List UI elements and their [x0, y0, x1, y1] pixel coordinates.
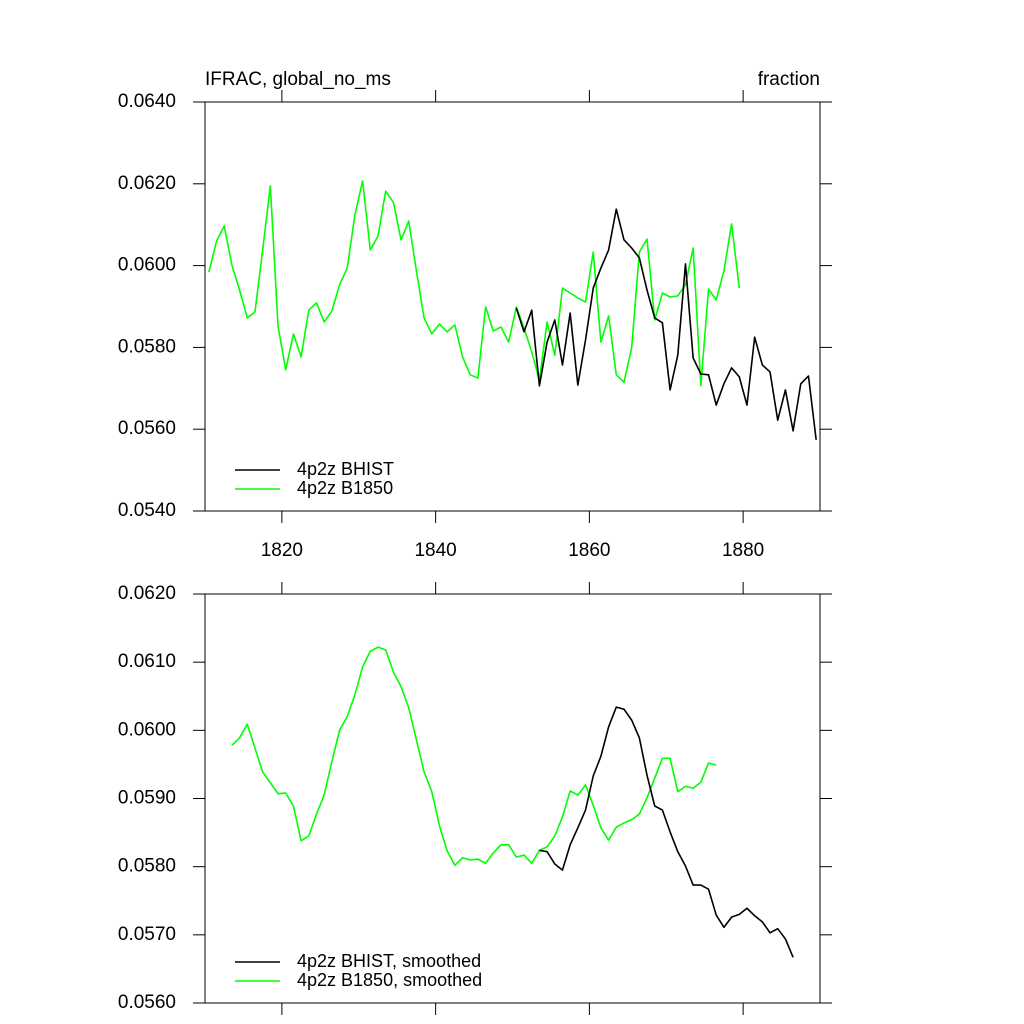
y-tick-label: 0.0610: [118, 651, 176, 672]
y-tick-label: 0.0600: [118, 719, 176, 740]
y-tick-label: 0.0620: [118, 173, 176, 194]
y-tick-label: 0.0640: [118, 91, 176, 112]
y-tick-label: 0.0590: [118, 788, 176, 809]
y-tick-label: 0.0560: [118, 992, 176, 1013]
x-tick-label: 1820: [261, 540, 303, 561]
y-tick-label: 0.0600: [118, 255, 176, 276]
units-label: fraction: [758, 69, 820, 90]
legend-label: 4p2z B1850: [297, 478, 393, 498]
y-tick-label: 0.0570: [118, 924, 176, 945]
y-tick-label: 0.0620: [118, 583, 176, 604]
plot-frame: [204, 101, 821, 512]
plot-frame: [204, 593, 821, 1004]
x-tick-label: 1840: [414, 540, 456, 561]
y-tick-label: 0.0560: [118, 418, 176, 439]
y-tick-label: 0.0580: [118, 856, 176, 877]
x-tick-label: 1880: [722, 540, 764, 561]
y-tick-label: 0.0540: [118, 500, 176, 521]
data-line: [515, 208, 817, 440]
legend-label: 4p2z B1850, smoothed: [297, 970, 482, 990]
legend-label: 4p2z BHIST: [297, 459, 394, 479]
x-tick-label: 1860: [568, 540, 610, 561]
y-tick-label: 0.0580: [118, 336, 176, 357]
data-line: [231, 646, 717, 867]
legend-label: 4p2z BHIST, smoothed: [297, 951, 481, 971]
data-line: [208, 180, 741, 387]
data-line: [539, 706, 794, 958]
chart-title: IFRAC, global_no_ms: [205, 69, 391, 90]
